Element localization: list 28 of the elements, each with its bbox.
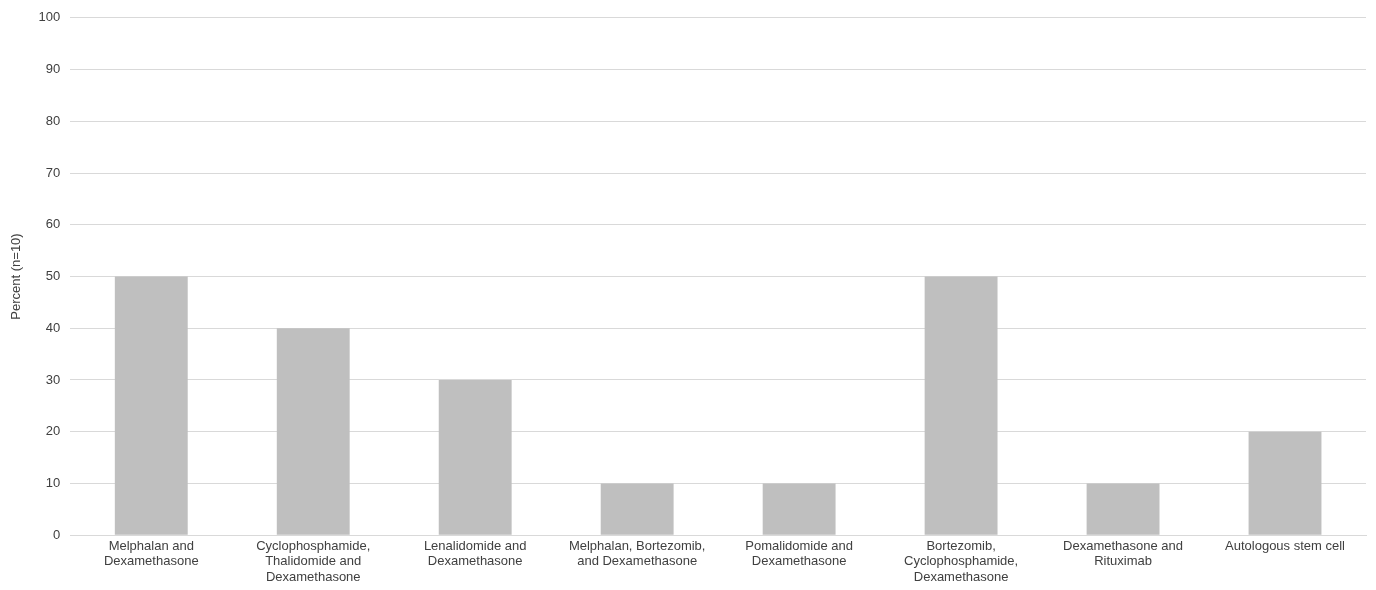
bar bbox=[114, 276, 188, 535]
y-tick-label: 70 bbox=[45, 164, 61, 180]
bar bbox=[438, 379, 512, 535]
y-tick-label: 50 bbox=[45, 268, 61, 284]
x-tick-label: Autologous stem cell bbox=[1225, 537, 1346, 553]
x-tick-label: Pomalidomide and Dexamethasone bbox=[745, 537, 853, 569]
y-tick-label: 40 bbox=[45, 319, 61, 335]
y-tick-label: 0 bbox=[53, 526, 61, 542]
bar bbox=[276, 328, 350, 535]
x-tick-label: Melphalan, Bortezomib, and Dexamethasone bbox=[568, 537, 706, 569]
y-tick-label: 30 bbox=[45, 371, 61, 387]
x-tick-label: Lenalidomide and Dexamethasone bbox=[423, 537, 527, 569]
y-tick-label: 90 bbox=[45, 61, 61, 77]
y-tick-label: 80 bbox=[45, 112, 61, 128]
bar bbox=[1248, 431, 1322, 535]
y-axis-title: Percent (n=10) bbox=[8, 233, 24, 320]
y-tick-label: 100 bbox=[38, 9, 61, 25]
bar bbox=[1086, 483, 1160, 535]
x-tick-label: Bortezomib, Cyclophosphamide, Dexamethasone bbox=[904, 537, 1019, 584]
bar bbox=[924, 276, 998, 535]
y-tick-label: 10 bbox=[45, 475, 61, 491]
x-tick-label: Melphalan and Dexamethasone bbox=[103, 537, 199, 569]
x-tick-label: Dexamethasone and Rituximab bbox=[1063, 537, 1184, 569]
y-tick-label: 20 bbox=[45, 423, 61, 439]
bar bbox=[762, 483, 836, 535]
bar bbox=[600, 483, 674, 535]
x-tick-label: Cyclophosphamide, Thalidomide and Dexamethasone bbox=[256, 537, 371, 584]
y-tick-label: 60 bbox=[45, 216, 61, 232]
